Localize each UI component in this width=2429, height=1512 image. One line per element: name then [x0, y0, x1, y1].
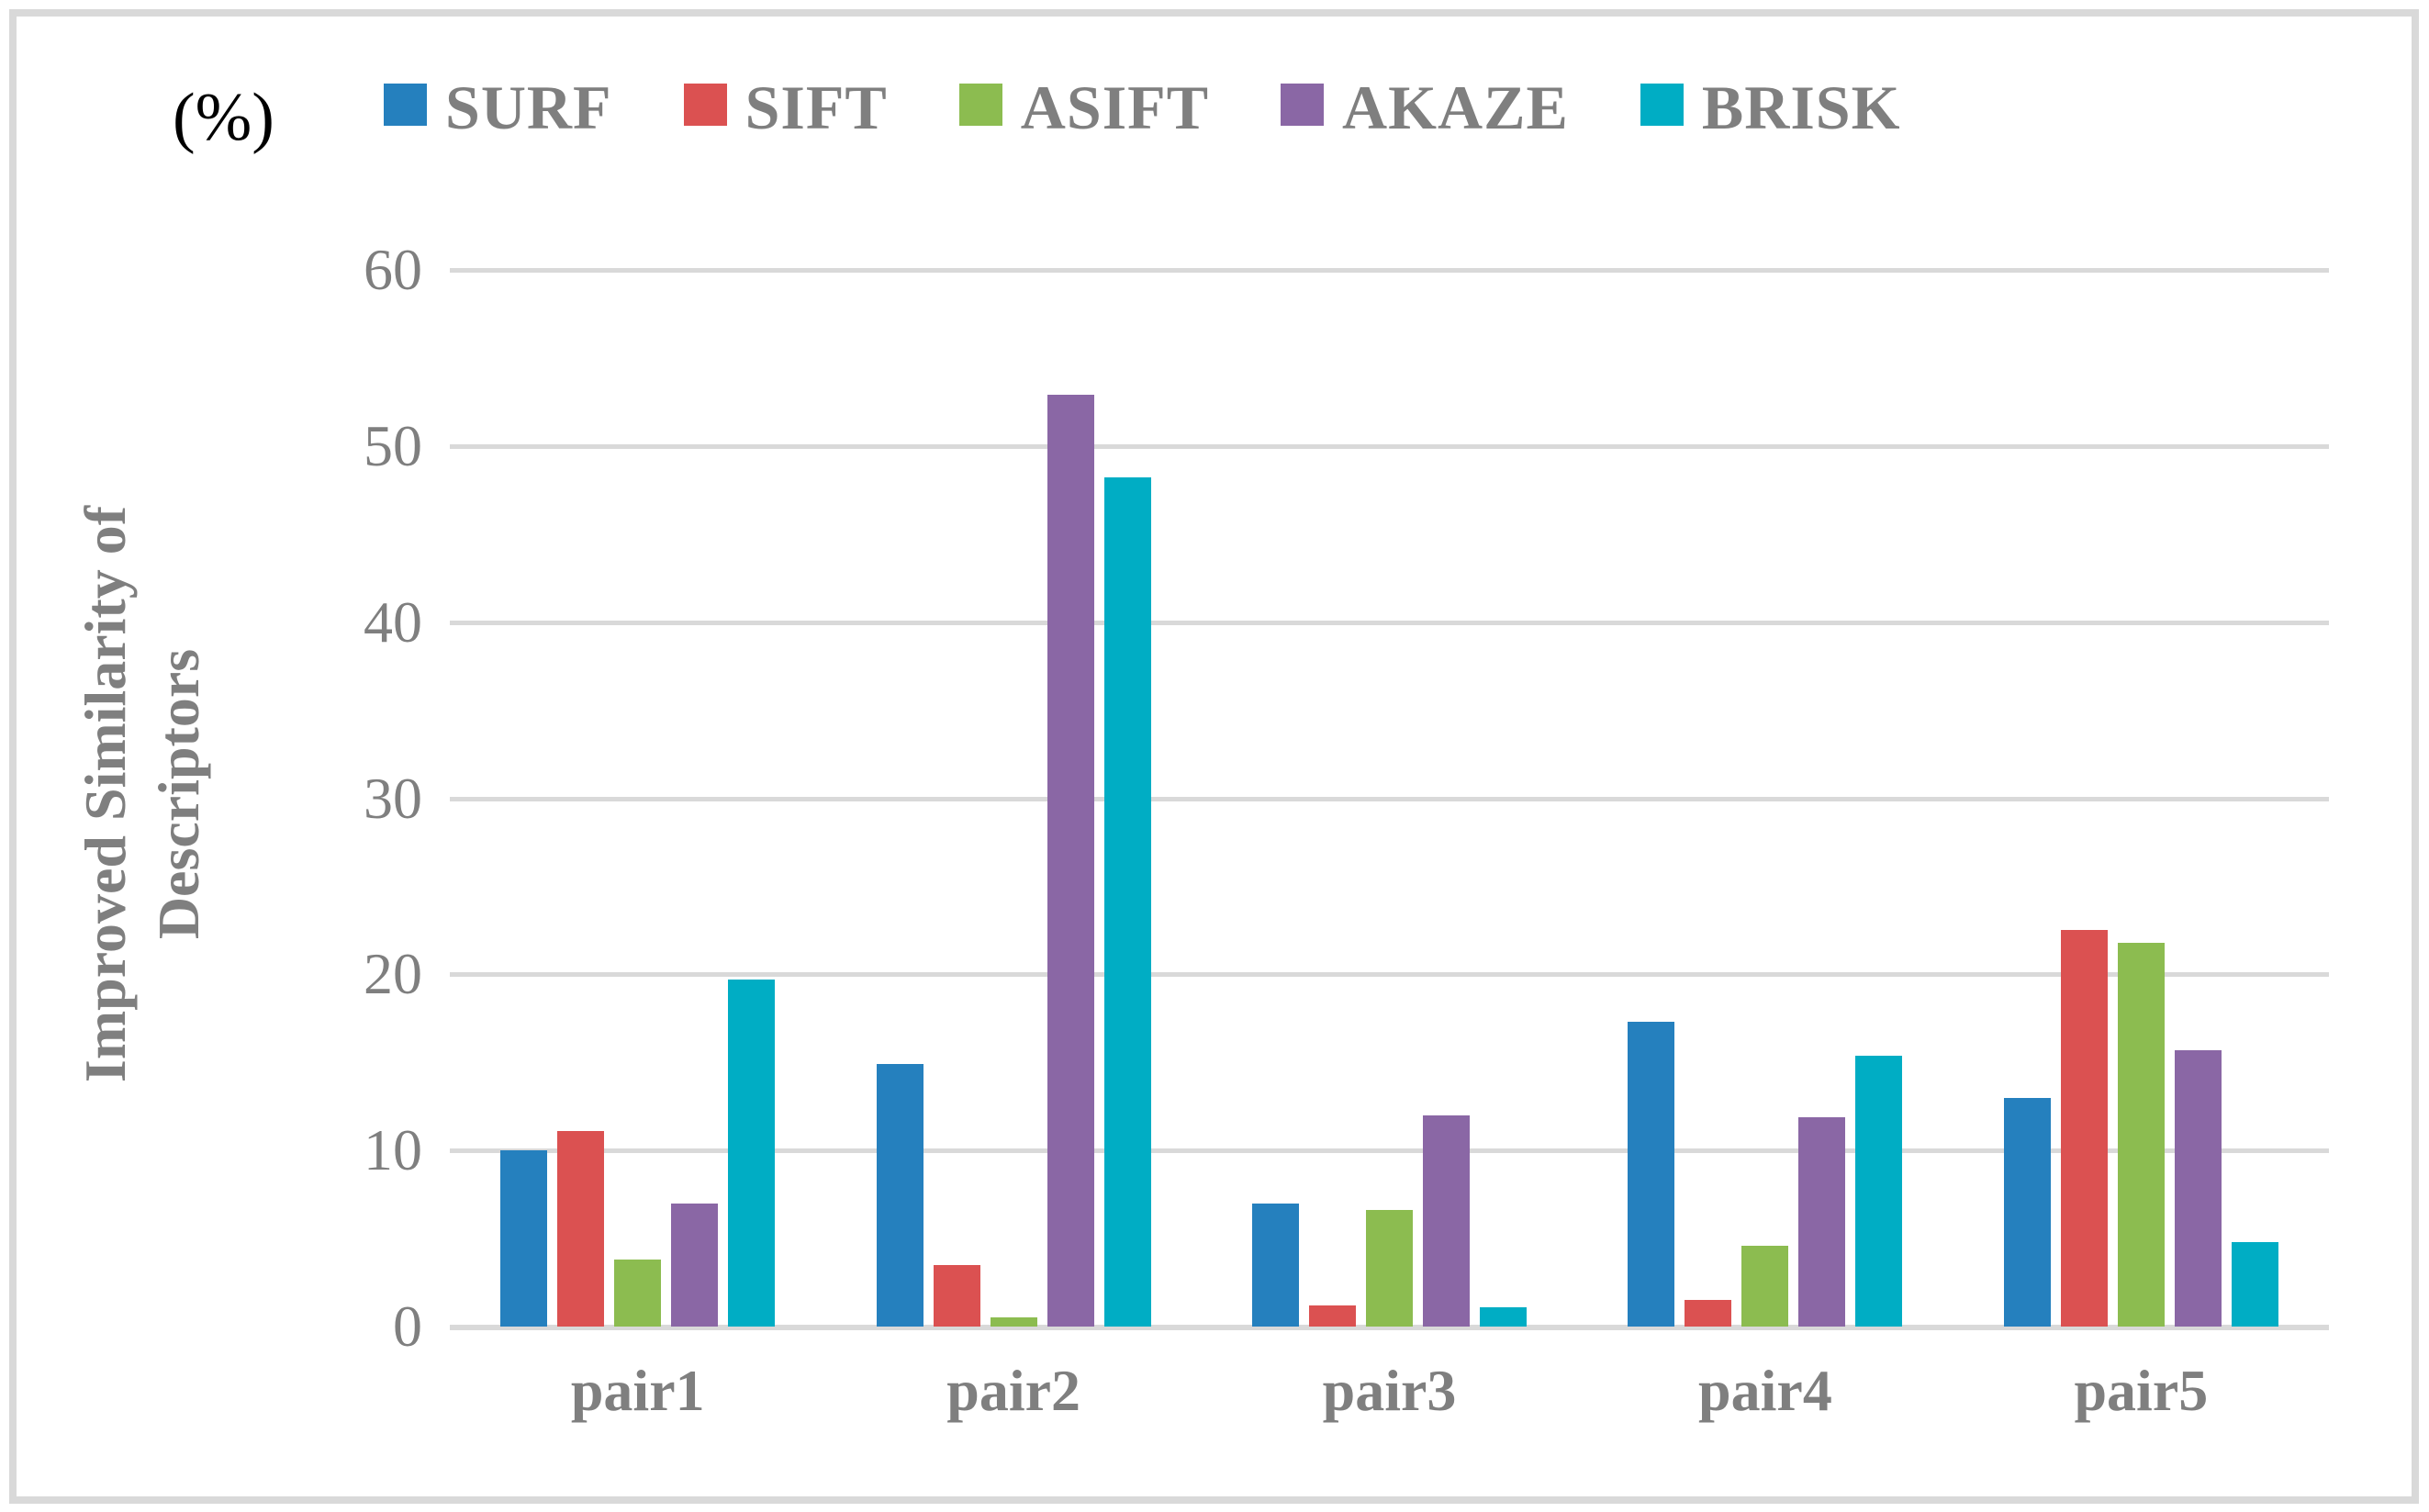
legend-label: SIFT — [744, 73, 888, 142]
bar-pair4-sift — [1685, 1300, 1732, 1327]
bar-pair2-surf — [876, 1064, 923, 1327]
y-axis-title-line: Descriptors — [146, 648, 211, 940]
x-axis-baseline — [450, 1325, 2329, 1330]
bar-pair5-sift — [2060, 930, 2108, 1327]
legend-item-brisk: BRISK — [1640, 72, 1901, 144]
bar-pair1-sift — [557, 1131, 605, 1327]
bar-pair1-asift — [614, 1260, 662, 1327]
y-axis-title-line: Improved Similarity of — [73, 505, 138, 1083]
plot-area — [450, 268, 2329, 1330]
bar-group-pair4 — [1577, 270, 1953, 1327]
bar-pair4-surf — [1628, 1022, 1675, 1327]
legend-swatch-surf — [384, 83, 427, 126]
bar-pair5-brisk — [2231, 1242, 2278, 1327]
y-tick-label-50: 50 — [364, 412, 422, 478]
gridline-60 — [450, 268, 2329, 273]
legend-label: ASIFT — [1020, 73, 1210, 142]
bar-pair2-akaze — [1047, 395, 1094, 1327]
y-tick-label-10: 10 — [364, 1117, 422, 1183]
gridline-20 — [450, 972, 2329, 978]
bar-pair3-surf — [1252, 1204, 1300, 1327]
gridline-40 — [450, 620, 2329, 625]
bar-pair1-brisk — [728, 980, 776, 1327]
legend: SURF SIFT ASIFT AKAZE BRISK — [384, 72, 1901, 144]
bar-pair1-akaze — [671, 1204, 719, 1327]
bar-pair3-brisk — [1480, 1307, 1528, 1327]
bar-pair4-akaze — [1798, 1117, 1846, 1327]
legend-label: SURF — [445, 73, 612, 142]
legend-item-akaze: AKAZE — [1281, 72, 1569, 144]
x-axis-label-pair1: pair1 — [570, 1358, 705, 1423]
bar-pair3-sift — [1309, 1305, 1357, 1327]
bar-pair3-asift — [1366, 1210, 1414, 1327]
bar-pair1-surf — [500, 1150, 548, 1327]
legend-item-surf: SURF — [384, 72, 612, 144]
legend-item-asift: ASIFT — [958, 72, 1210, 144]
bar-pair5-akaze — [2174, 1050, 2222, 1327]
legend-item-sift: SIFT — [683, 72, 888, 144]
gridline-50 — [450, 443, 2329, 449]
y-tick-label-0: 0 — [393, 1294, 422, 1359]
x-axis-labels: pair1 pair2 pair3 pair4 pair5 — [450, 1357, 2329, 1425]
y-axis-unit-label: (%) — [173, 80, 274, 155]
y-tick-label-30: 30 — [364, 765, 422, 831]
x-axis-label-pair2: pair2 — [946, 1358, 1080, 1423]
bar-group-pair2 — [825, 270, 1201, 1327]
bar-pair4-asift — [1741, 1246, 1789, 1327]
x-axis-label-pair5: pair5 — [2074, 1358, 2209, 1423]
y-axis-title: Improved Similarity of Descriptors — [69, 506, 216, 1082]
legend-label: AKAZE — [1342, 73, 1569, 142]
legend-swatch-asift — [958, 83, 1002, 126]
y-tick-label-20: 20 — [364, 941, 422, 1007]
legend-swatch-sift — [683, 83, 727, 126]
bar-pair5-asift — [2117, 943, 2165, 1327]
legend-label: BRISK — [1701, 73, 1901, 142]
bar-pair2-sift — [933, 1265, 980, 1327]
gridline-10 — [450, 1148, 2329, 1154]
y-tick-label-60: 60 — [364, 237, 422, 302]
legend-swatch-brisk — [1640, 83, 1684, 126]
gridline-30 — [450, 796, 2329, 801]
x-axis-label-pair4: pair4 — [1698, 1358, 1832, 1423]
bar-group-pair3 — [1202, 270, 1577, 1327]
bar-pair2-brisk — [1103, 477, 1151, 1327]
bar-group-pair5 — [1953, 270, 2329, 1327]
bar-group-pair1 — [450, 270, 825, 1327]
y-tick-label-40: 40 — [364, 588, 422, 655]
legend-swatch-akaze — [1281, 83, 1325, 126]
bar-pair5-surf — [2003, 1098, 2051, 1327]
bar-groups — [450, 270, 2329, 1327]
bar-pair2-asift — [990, 1317, 1037, 1327]
bar-pair4-brisk — [1855, 1056, 1903, 1327]
x-axis-label-pair3: pair3 — [1322, 1358, 1457, 1423]
bar-pair3-akaze — [1423, 1115, 1471, 1327]
